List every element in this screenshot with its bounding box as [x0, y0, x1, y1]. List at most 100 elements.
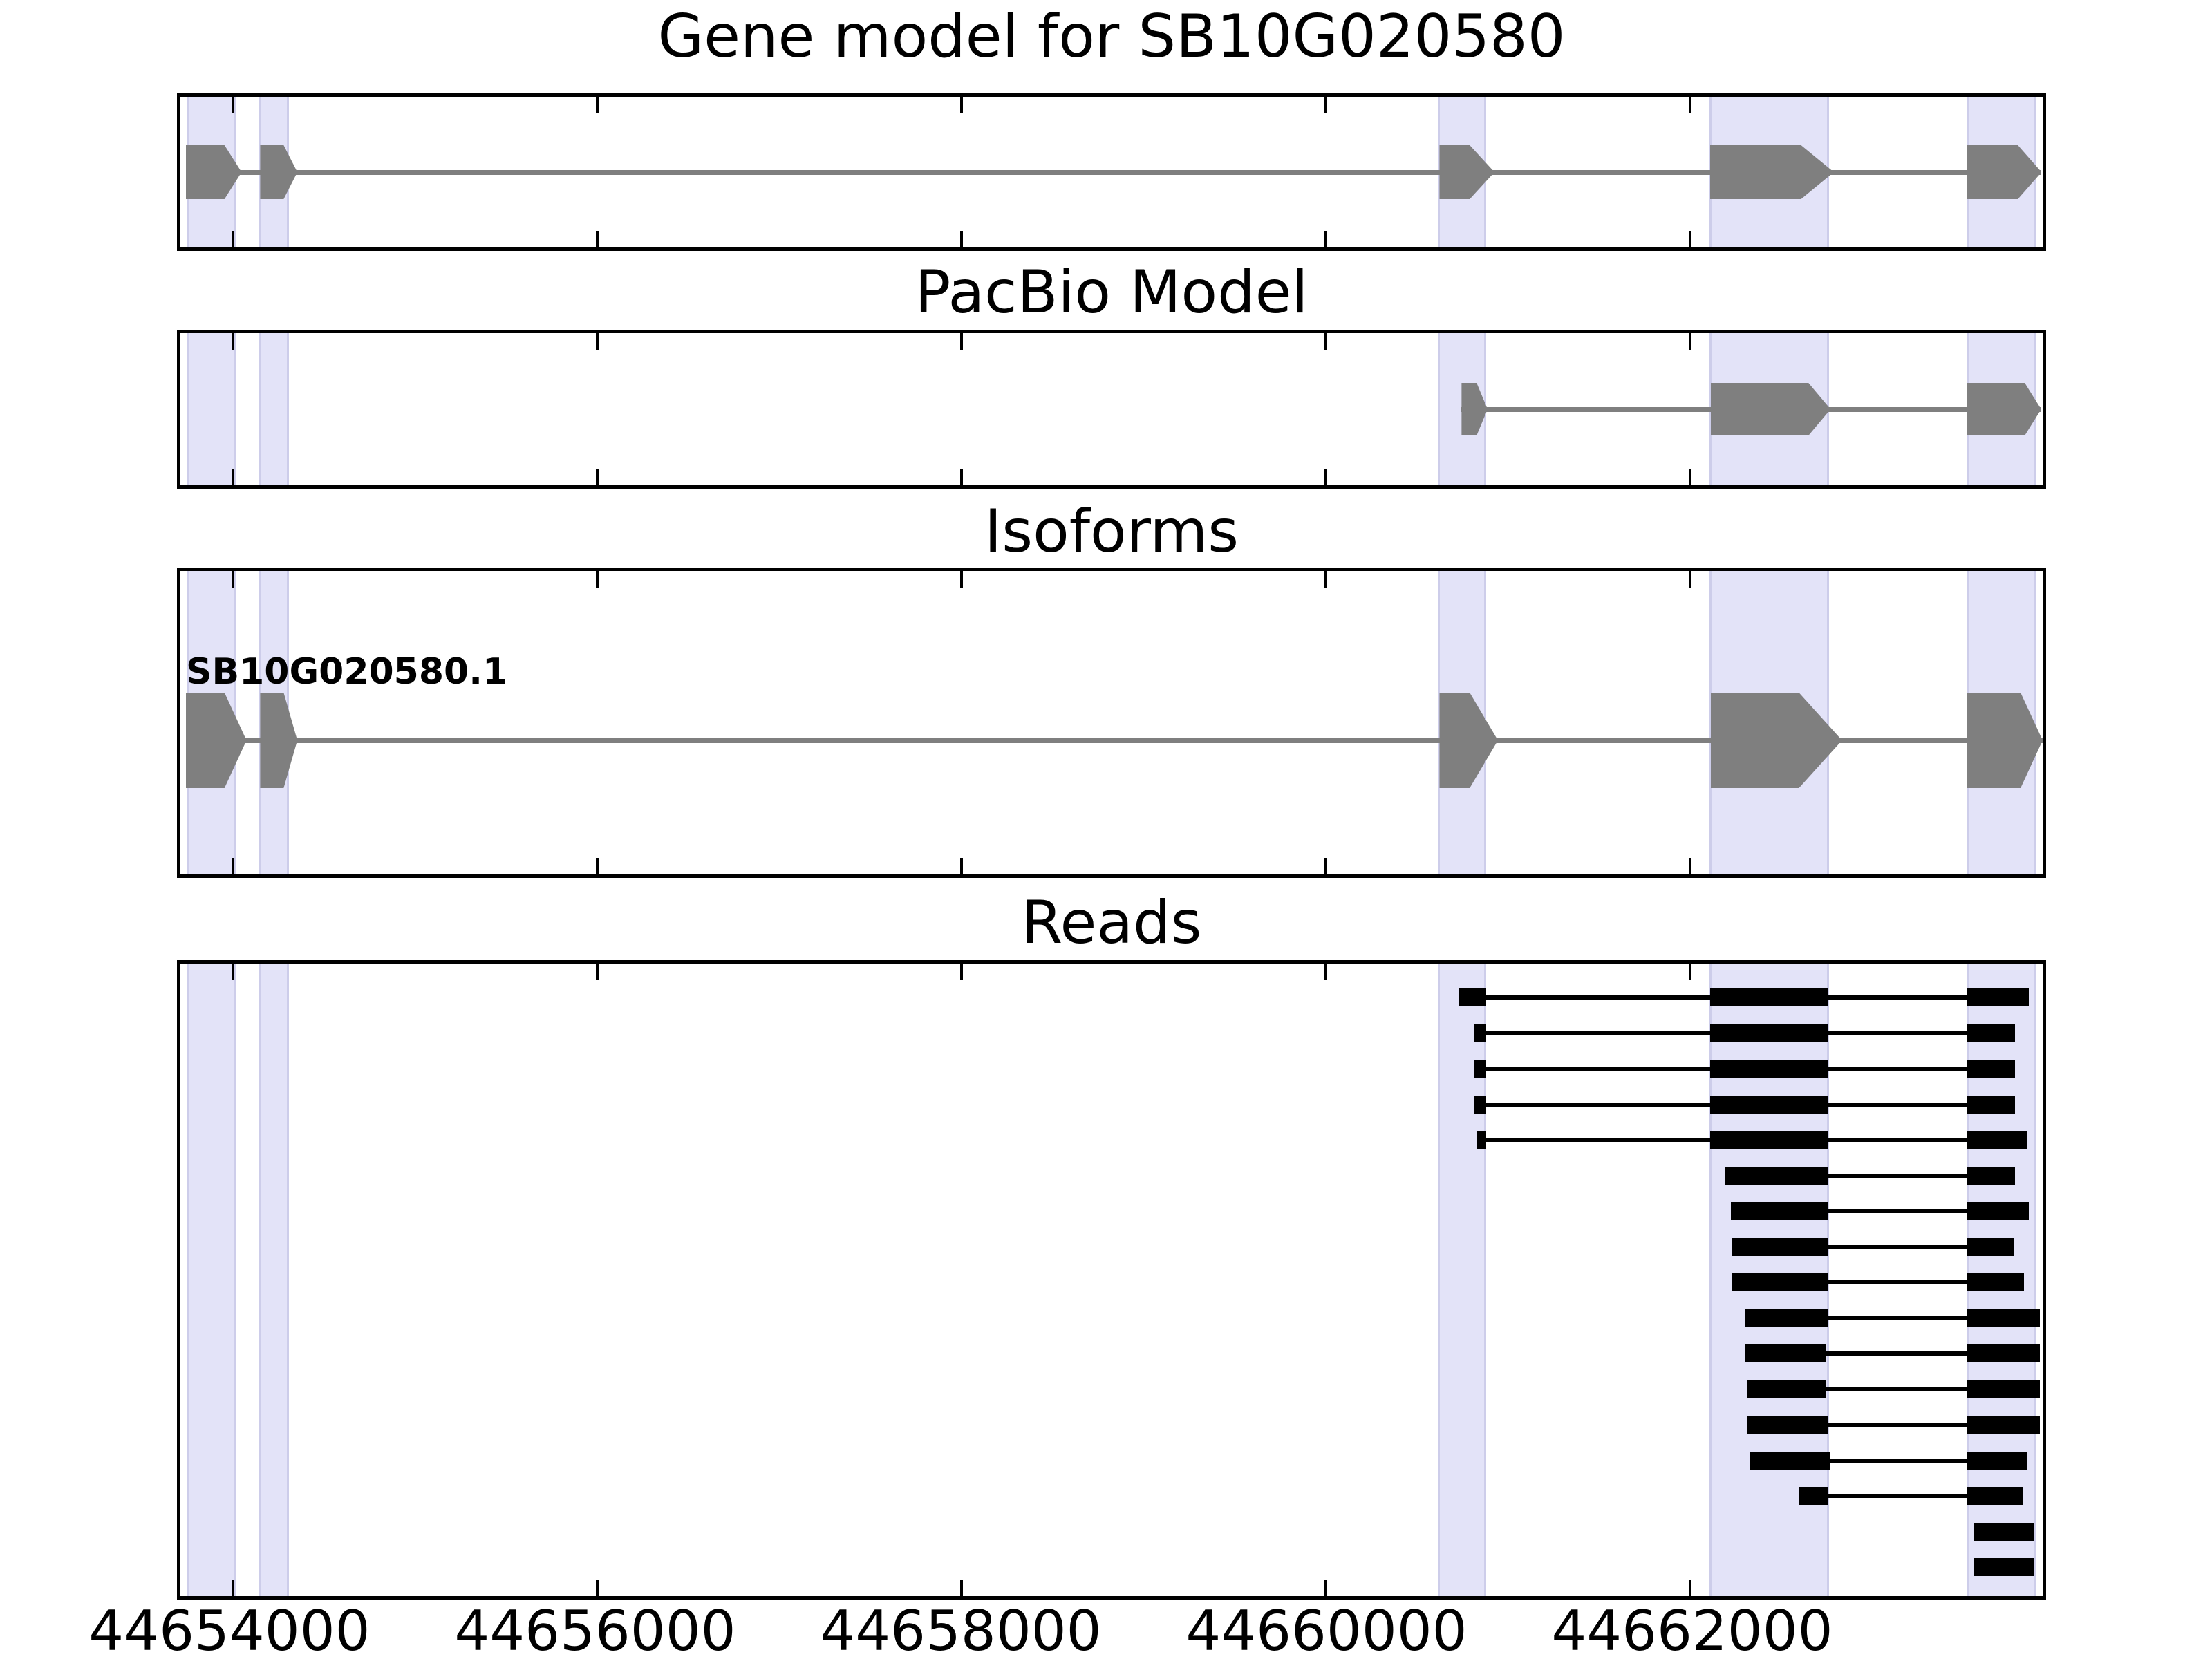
x-tick-label: 44660000 — [1185, 1599, 1468, 1659]
read-exon-block — [1745, 1309, 1829, 1327]
read-exon-block — [1967, 1166, 2016, 1185]
axis-tick-mark — [595, 231, 599, 247]
axis-tick-mark — [959, 571, 963, 588]
read-exon-block — [1747, 1380, 1826, 1398]
axis-tick-mark — [595, 964, 599, 980]
read-exon-block — [1474, 1095, 1486, 1114]
read-exon-block — [1967, 1487, 2023, 1505]
read-exon-block — [1967, 1060, 2016, 1078]
isoform-intron-line — [185, 738, 2043, 743]
read-exon-block — [1967, 1237, 2014, 1256]
read-exon-block — [1974, 1558, 2034, 1576]
axis-tick-mark — [959, 1580, 963, 1596]
read-intron-line — [1732, 1280, 2025, 1284]
highlight-band — [187, 333, 236, 485]
axis-tick-mark — [1688, 964, 1691, 980]
read-exon-block — [1730, 1202, 1829, 1220]
axis-tick-mark — [595, 97, 599, 113]
axis-tick-mark — [1324, 97, 1327, 113]
read-exon-block — [1709, 1131, 1829, 1149]
axis-tick-mark — [595, 469, 599, 485]
title-isoforms: Isoforms — [984, 497, 1239, 566]
highlight-band — [259, 333, 290, 485]
axis-tick-mark — [1688, 469, 1691, 485]
read-exon-block — [1967, 1451, 2028, 1470]
axis-tick-mark — [959, 231, 963, 247]
read-exon-block — [1967, 1309, 2041, 1327]
read-exon-block — [1967, 1416, 2041, 1434]
read-exon-block — [1967, 1131, 2028, 1149]
axis-tick-mark — [1688, 97, 1691, 113]
read-exon-block — [1709, 1095, 1829, 1114]
read-exon-block — [1474, 1024, 1486, 1042]
axis-tick-mark — [231, 571, 234, 588]
read-intron-line — [1745, 1351, 2041, 1356]
axis-tick-mark — [231, 231, 234, 247]
read-exon-block — [1476, 1131, 1486, 1149]
gene-model-exon — [260, 145, 298, 199]
pacbio-model-exon — [1967, 383, 2041, 435]
title-pacbio-model: PacBio Model — [915, 258, 1309, 327]
read-intron-line — [1747, 1423, 2041, 1427]
gene-model-intron-line — [185, 169, 2042, 175]
axis-tick-mark — [1324, 1580, 1327, 1596]
axis-tick-mark — [231, 469, 234, 485]
axis-tick-mark — [595, 858, 599, 874]
axis-tick-mark — [1324, 469, 1327, 485]
isoform-label: SB10G020580.1 — [186, 651, 508, 693]
axis-tick-mark — [231, 1580, 234, 1596]
read-exon-block — [1974, 1522, 2034, 1541]
highlight-band — [259, 964, 290, 1596]
read-exon-block — [1725, 1166, 1829, 1185]
highlight-band — [187, 964, 236, 1596]
axis-tick-mark — [1688, 858, 1691, 874]
read-intron-line — [1745, 1315, 2041, 1320]
read-intron-line — [1750, 1458, 2028, 1463]
read-intron-line — [1799, 1494, 2023, 1498]
read-intron-line — [1730, 1209, 2029, 1213]
panel-gene-model — [177, 93, 2046, 251]
read-exon-block — [1459, 988, 1486, 1006]
axis-tick-mark — [1324, 333, 1327, 350]
title-reads: Reads — [1021, 888, 1202, 957]
axis-tick-mark — [959, 964, 963, 980]
axis-tick-mark — [231, 333, 234, 350]
read-exon-block — [1745, 1344, 1826, 1362]
read-exon-block — [1799, 1487, 1829, 1505]
axis-tick-mark — [231, 858, 234, 874]
read-exon-block — [1709, 1024, 1829, 1042]
x-tick-label: 44654000 — [88, 1599, 371, 1659]
read-exon-block — [1709, 988, 1829, 1006]
axis-tick-mark — [959, 333, 963, 350]
read-exon-block — [1967, 1024, 2016, 1042]
pacbio-model-exon — [1710, 383, 1831, 435]
panel-reads — [177, 960, 2046, 1600]
axis-tick-mark — [1324, 571, 1327, 588]
panel-pacbio-model — [177, 330, 2046, 489]
read-exon-block — [1732, 1237, 1829, 1256]
axis-tick-mark — [1688, 333, 1691, 350]
axis-tick-mark — [1324, 964, 1327, 980]
highlight-band — [1438, 964, 1486, 1596]
axis-tick-mark — [595, 333, 599, 350]
x-tick-label: 44656000 — [454, 1599, 736, 1659]
axis-tick-mark — [959, 469, 963, 485]
read-intron-line — [1725, 1173, 2016, 1178]
axis-tick-mark — [231, 97, 234, 113]
isoform-exon — [260, 693, 298, 788]
read-exon-block — [1967, 1380, 2041, 1398]
read-exon-block — [1967, 1344, 2041, 1362]
read-exon-block — [1747, 1416, 1829, 1434]
axis-tick-mark — [595, 571, 599, 588]
read-exon-block — [1967, 1095, 2016, 1114]
x-axis: 44654000 44656000 44658000 44660000 44662000 — [88, 1599, 2046, 1659]
read-intron-line — [1732, 1244, 2014, 1249]
title-gene-model: Gene model for SB10G020580 — [657, 2, 1566, 71]
axis-tick-mark — [231, 964, 234, 980]
axis-tick-mark — [1688, 571, 1691, 588]
isoform-exon — [1439, 693, 1499, 788]
isoform-exon — [185, 693, 247, 788]
read-exon-block — [1750, 1451, 1831, 1470]
read-exon-block — [1709, 1060, 1829, 1078]
x-tick-label: 44662000 — [1551, 1599, 1833, 1659]
